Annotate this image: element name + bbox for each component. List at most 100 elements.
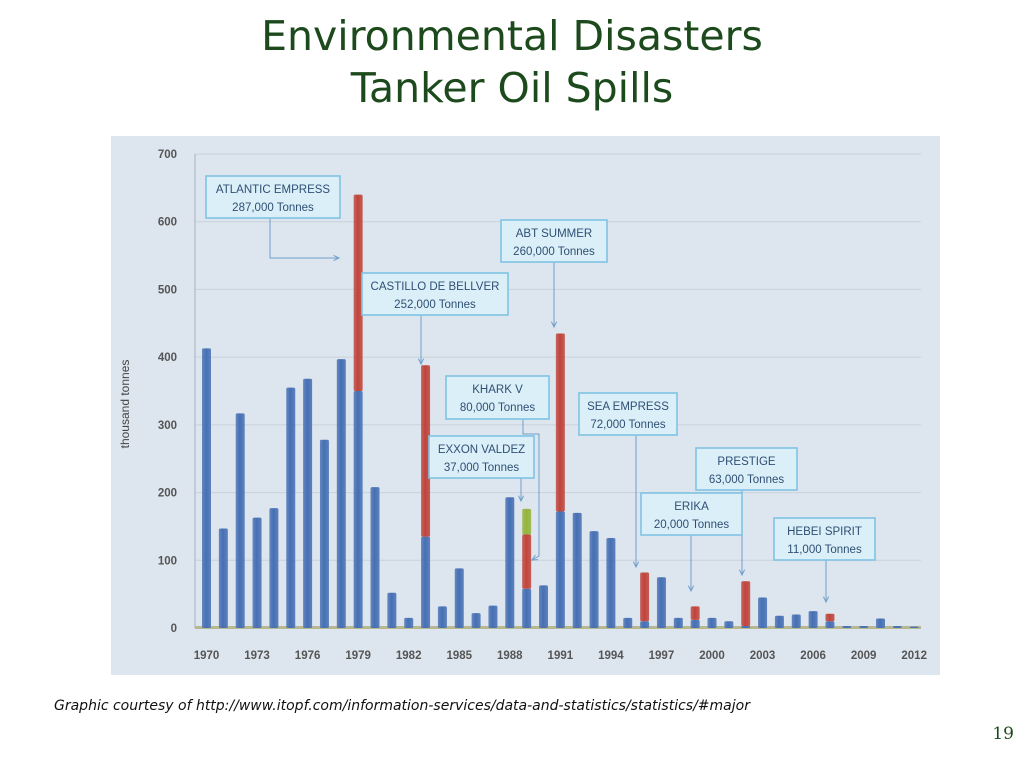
annotation-pointer [269,218,339,259]
y-tick-label: 0 [171,623,177,635]
annotation-box [640,492,743,536]
bar-segment-1995 [623,617,633,628]
bar-segment-2005 [791,614,801,628]
y-tick-label: 500 [158,284,177,296]
bar-segment-1972 [235,413,245,628]
bar-segment-1985 [454,568,464,628]
annotation-vessel: PRESTIGE [717,456,775,468]
bar-segment-1986 [471,613,481,628]
bar-segment-1971 [218,528,228,628]
bar-segment-1989 [522,508,532,535]
page-number: 19 [992,724,1014,744]
bar-segment-2008 [842,625,852,628]
annotation-vessel: EXXON VALDEZ [438,444,525,456]
annotation-box [773,517,876,561]
annotation-box [205,175,341,219]
annotations: ATLANTIC EMPRESS 287,000 Tonnes CASTILLO D… [205,175,876,604]
bar-segment-2002 [741,581,751,626]
arrow-head-icon [550,321,558,329]
bar-segment-1983 [421,365,431,537]
chart-canvas: 0 100 200 300 400 500 600 700 thousand tonnes 1… [118,149,927,662]
annotation-amount: 11,000 Tonnes [787,544,862,556]
annotation-amount: 63,000 Tonnes [709,474,784,486]
bar-segment-1982 [404,617,414,628]
bar-segment-2002 [741,625,751,628]
arrow-head-icon [632,561,640,569]
y-tick-label: 300 [158,420,177,432]
x-tick-label: 2012 [901,650,927,662]
x-tick-label: 1994 [598,650,624,662]
annotation-vessel: ERIKA [674,501,709,513]
bar-segment-1973 [252,517,262,628]
x-tick-label: 1982 [396,650,422,662]
y-tick-label: 100 [158,555,177,567]
bar-segment-2012 [909,626,919,628]
annotation-vessel: CASTILLO DE BELLVER [371,281,500,293]
annotation-box [361,272,509,316]
bar-segment-1998 [673,617,683,628]
bar-segment-2010 [876,618,885,628]
bar-segment-1996 [640,572,650,622]
annotation-vessel: ABT SUMMER [516,228,592,240]
x-tick-label: 1970 [194,650,220,662]
annotation-callout: KHARK V 80,000 Tonnes [445,375,550,561]
annotation-amount: 80,000 Tonnes [460,402,535,414]
x-tick-label: 1976 [295,650,321,662]
x-axis-ticks: 1970 1973 1976 1979 1982 1985 1988 1991 1994 1997… [194,650,927,662]
bar-segment-2000 [707,617,717,628]
annotation-callout: PRESTIGE 63,000 Tonnes [695,447,798,577]
bar-segment-1994 [606,537,616,628]
arrow-head-icon [517,495,525,503]
bars [202,194,919,628]
bar-segment-1980 [370,487,380,628]
bar-segment-2004 [774,615,784,628]
bar-segment-1984 [437,606,447,628]
bar-segment-1976 [303,378,313,628]
annotation-vessel: KHARK V [472,384,523,396]
annotation-callout: HEBEI SPIRIT 11,000 Tonnes [773,517,876,604]
x-tick-label: 2000 [699,650,725,662]
annotation-amount: 72,000 Tonnes [590,419,665,431]
x-tick-label: 2006 [800,650,826,662]
annotation-amount: 20,000 Tonnes [654,519,729,531]
annotation-box [695,447,798,491]
bar-segment-1975 [286,387,296,628]
bar-segment-1989 [522,588,532,628]
arrow-head-icon [822,596,830,604]
x-tick-label: 1991 [548,650,574,662]
x-tick-label: 1997 [649,650,675,662]
annotation-box [428,435,535,479]
bar-segment-2003 [758,597,768,628]
bar-segment-1970 [202,348,211,628]
bar-segment-1992 [572,512,582,628]
annotation-amount: 37,000 Tonnes [444,462,519,474]
annotation-vessel: HEBEI SPIRIT [787,526,862,538]
bar-segment-1996 [640,621,650,628]
bar-segment-1999 [690,606,700,620]
oil-spill-chart: 0 100 200 300 400 500 600 700 thousand tonnes 1… [111,136,940,675]
y-tick-label: 400 [158,352,177,364]
y-tick-label: 700 [158,149,177,161]
y-axis-label: thousand tonnes [118,360,132,449]
slide-title: Environmental Disasters [261,12,763,60]
annotation-amount: 252,000 Tonnes [394,299,476,311]
bar-segment-1974 [269,508,279,628]
bar-segment-1977 [319,439,329,628]
annotation-box [578,392,678,436]
x-tick-label: 2003 [750,650,776,662]
bar-segment-2006 [808,611,818,628]
arrow-head-icon [687,585,695,593]
slide-subtitle: Tanker Oil Spills [350,64,674,112]
annotation-pointer [522,419,540,561]
annotation-callout: CASTILLO DE BELLVER 252,000 Tonnes [361,272,509,366]
image-credit: Graphic courtesy of http://www.itopf.com… [54,698,750,714]
annotation-vessel: ATLANTIC EMPRESS [216,184,330,196]
bar-segment-1981 [387,592,397,628]
annotation-amount: 287,000 Tonnes [232,202,314,214]
bar-segment-1988 [505,497,515,628]
bar-segment-1989 [522,534,532,589]
bar-segment-1993 [589,531,599,628]
bar-segment-1983 [421,536,431,628]
annotation-callout: EXXON VALDEZ 37,000 Tonnes [428,435,535,503]
bar-segment-2007 [825,621,835,628]
